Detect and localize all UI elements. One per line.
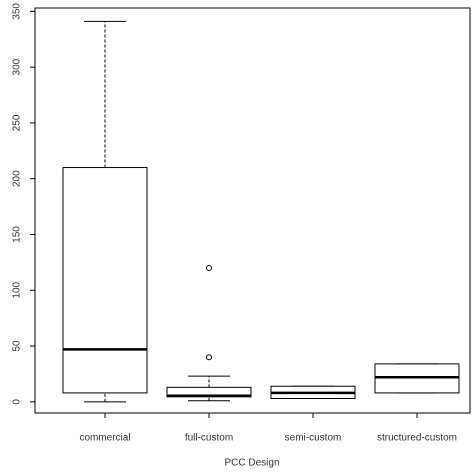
y-tick-label: 100: [12, 281, 23, 298]
x-tick-label: commercial: [79, 433, 130, 444]
plot-frame: [34, 7, 471, 414]
x-tick-label: structured-custom: [377, 433, 457, 444]
outlier: [206, 354, 212, 361]
y-tick-label: 350: [12, 3, 23, 20]
y-tick-label: 50: [12, 340, 23, 352]
y-tick-label: 250: [12, 114, 23, 131]
x-axis-label: PCC Design: [224, 458, 279, 469]
y-tick-label: 150: [12, 226, 23, 243]
y-tick-label: 200: [12, 170, 23, 187]
x-tick-label: full-custom: [185, 433, 233, 444]
outlier: [206, 264, 212, 271]
box: [62, 167, 148, 394]
y-tick-label: 0: [12, 399, 23, 405]
x-tick-label: semi-custom: [285, 433, 342, 444]
y-tick-label: 300: [12, 58, 23, 75]
